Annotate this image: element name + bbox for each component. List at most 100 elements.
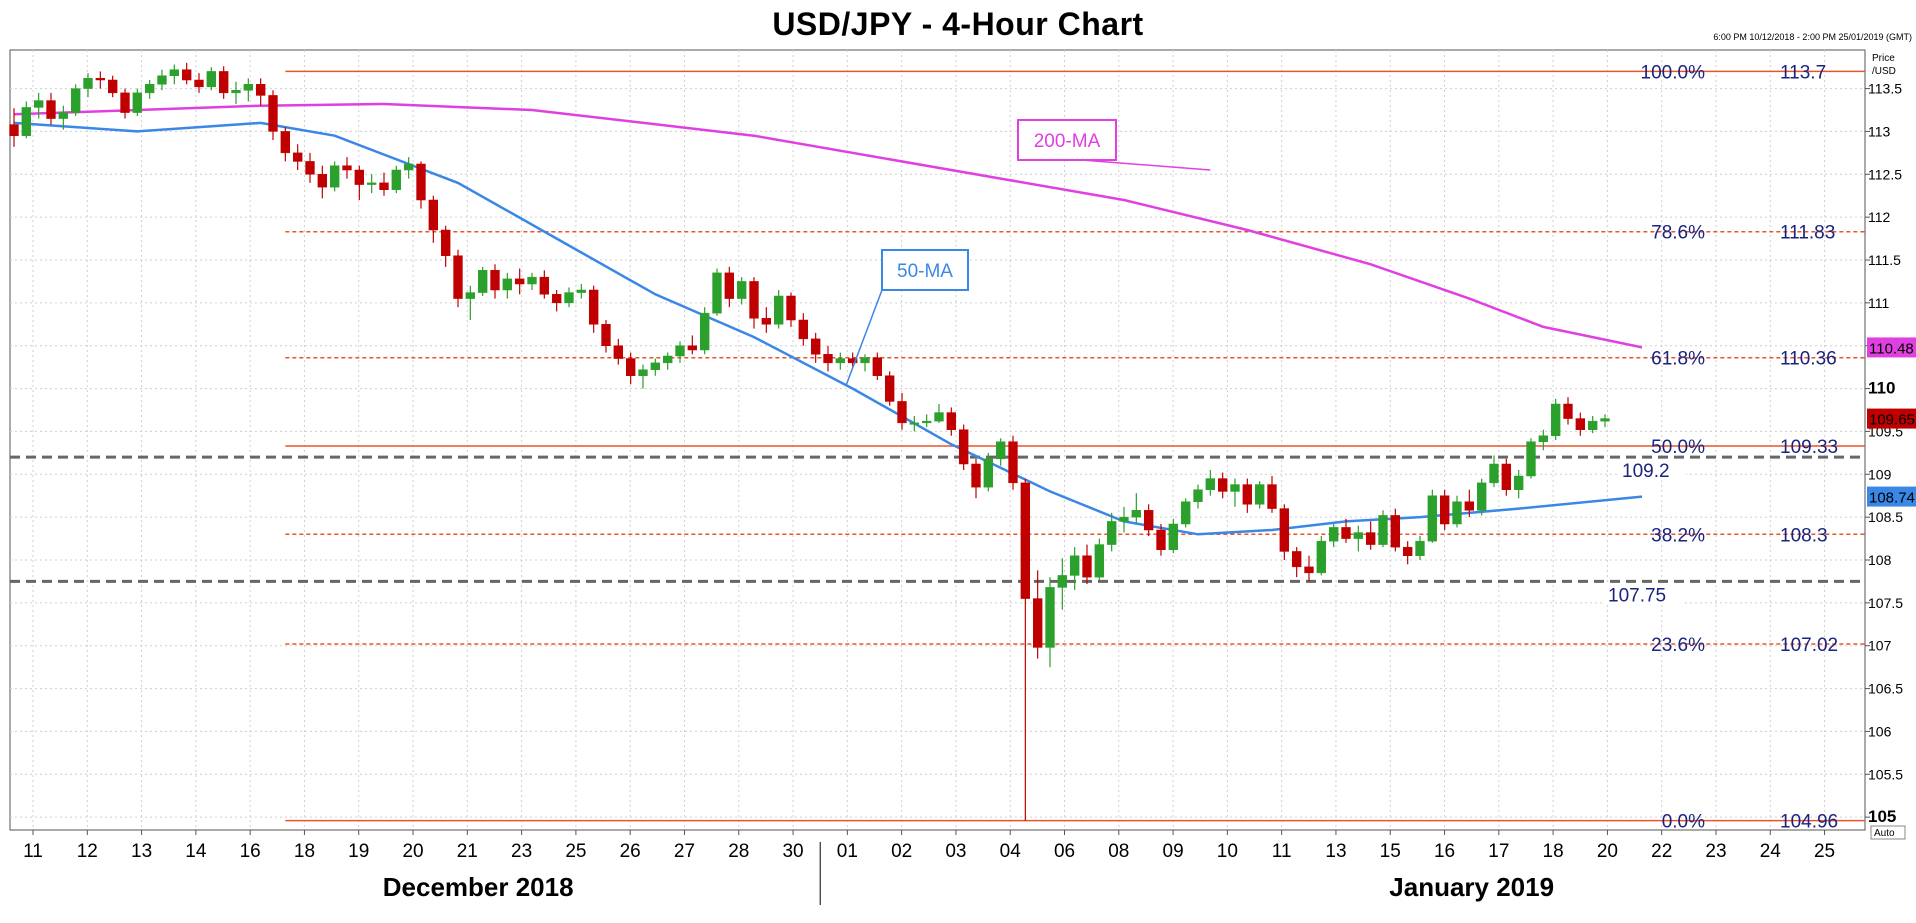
candle-body <box>1094 544 1105 578</box>
x-tick-label: 13 <box>1325 841 1346 862</box>
candle-body <box>9 124 19 136</box>
candle-body <box>144 84 155 94</box>
x-tick-label: 30 <box>782 841 803 862</box>
x-tick-label: 11 <box>23 841 43 862</box>
candle-body <box>490 270 500 291</box>
candle-body <box>958 429 969 465</box>
y-tick-label: 110 <box>1868 379 1895 398</box>
x-tick-label: 22 <box>1651 841 1672 862</box>
candle-body <box>564 292 574 304</box>
level-label: 109.2 <box>1622 461 1670 482</box>
candle-body <box>601 324 611 346</box>
date-range-note: 6:00 PM 10/12/2018 - 2:00 PM 25/01/2019 … <box>1713 32 1912 42</box>
candle-body <box>403 163 414 171</box>
fib-value-label: 108.3 <box>1780 525 1828 546</box>
candle-body <box>1069 555 1080 576</box>
y-tick-label: 106.5 <box>1868 681 1903 697</box>
month-label: December 2018 <box>383 872 574 902</box>
candle-body <box>1304 566 1314 574</box>
candle-body <box>712 272 722 314</box>
candle-body <box>1082 555 1092 578</box>
x-tick-label: 19 <box>348 841 369 862</box>
candle-body <box>1316 540 1327 574</box>
candle-body <box>1587 420 1598 430</box>
candle-body <box>1032 598 1043 648</box>
candle-body <box>206 71 217 88</box>
candle-body <box>1476 482 1487 511</box>
candle-body <box>194 79 204 88</box>
ma200-callout-box <box>1017 119 1117 161</box>
candle-body <box>749 281 759 319</box>
x-tick-label: 20 <box>1597 841 1618 862</box>
candle-body <box>823 354 833 364</box>
candle-body <box>1378 515 1388 545</box>
candle-body <box>1341 527 1351 539</box>
candle-body <box>983 458 994 488</box>
ma200-callout-label: 200-MA <box>1034 131 1101 152</box>
y-tick-label: 111 <box>1868 295 1889 311</box>
x-tick-label: 20 <box>402 841 423 862</box>
candle-body <box>1526 441 1536 477</box>
candle-body <box>1415 540 1425 556</box>
x-tick-label: 18 <box>1543 841 1564 862</box>
candle-body <box>157 75 167 85</box>
candle-body <box>477 270 488 293</box>
candle-body <box>428 199 439 231</box>
x-tick-label: 03 <box>945 841 966 862</box>
candle-body <box>1131 510 1142 518</box>
candle-body <box>786 295 796 321</box>
x-tick-label: 25 <box>565 841 586 862</box>
x-tick-label: 09 <box>1163 841 1184 862</box>
candle-body <box>1501 463 1512 490</box>
candle-body <box>847 358 858 364</box>
candle-body <box>379 182 389 190</box>
candle-body <box>21 107 32 136</box>
candle-body <box>1575 418 1586 430</box>
candle-body <box>761 318 772 325</box>
candle-body <box>1452 501 1462 525</box>
x-tick-label: 10 <box>1217 841 1238 862</box>
candle-body <box>773 295 784 325</box>
candle-body <box>1550 403 1561 436</box>
candle-body <box>860 357 870 364</box>
x-tick-label: 17 <box>1488 841 1509 862</box>
candle-body <box>440 229 451 256</box>
candle-body <box>391 169 402 190</box>
candle-body <box>502 278 513 291</box>
candle-body <box>317 174 328 188</box>
candle-body <box>58 112 69 119</box>
ma200-line <box>13 102 1643 349</box>
x-tick-label: 23 <box>511 841 532 862</box>
candle-body <box>1020 482 1031 599</box>
candle-body <box>613 345 624 359</box>
price-axis-title: /USD <box>1872 66 1896 77</box>
candle-body <box>662 355 673 364</box>
candle-body <box>1045 587 1055 648</box>
x-tick-label: 02 <box>891 841 912 862</box>
candle-body <box>465 292 476 299</box>
candle-body <box>268 95 278 132</box>
candle-body <box>625 358 636 376</box>
candle-body <box>724 272 735 299</box>
candle-body <box>95 78 106 81</box>
level-label-bg <box>1604 584 1684 605</box>
candle-body <box>366 182 377 185</box>
candle-body <box>699 312 710 351</box>
candle-body <box>1156 529 1166 550</box>
candle-body <box>181 69 192 81</box>
candle-body <box>33 100 44 108</box>
candle-body <box>46 100 56 119</box>
y-tick-label: 108 <box>1868 552 1892 568</box>
candle-body <box>70 88 81 113</box>
month-label: January 2019 <box>1389 872 1554 902</box>
x-tick-label: 01 <box>837 841 858 862</box>
x-tick-label: 18 <box>294 841 315 862</box>
x-tick-label: 11 <box>1272 841 1292 862</box>
candle-body <box>1279 508 1290 552</box>
candle-body <box>514 278 525 285</box>
fib-value-label: 110.36 <box>1780 349 1837 370</box>
candle-body <box>120 92 130 113</box>
candle-body <box>1230 484 1240 492</box>
x-tick-label: 27 <box>674 841 695 862</box>
